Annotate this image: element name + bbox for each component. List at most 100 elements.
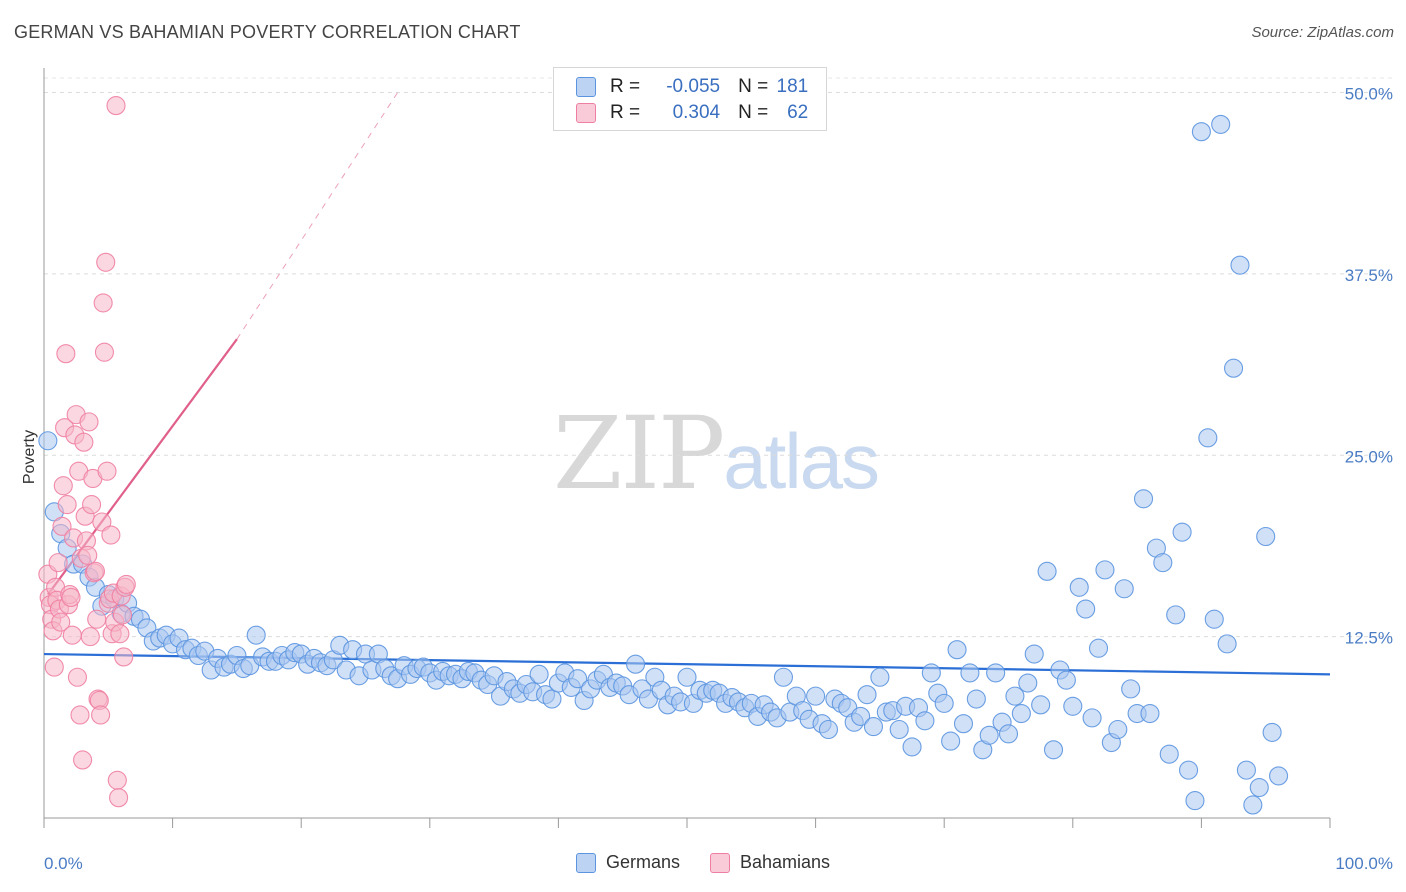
data-point-germans [863,717,884,737]
data-point-germans [1198,428,1218,448]
data-point-germans [960,663,980,683]
data-point-bahamians [70,705,90,725]
data-point-bahamians [82,495,102,515]
data-point-bahamians [73,750,93,770]
data-point-germans [1249,777,1269,798]
data-point-germans [1159,744,1179,764]
data-point-bahamians [93,293,113,313]
series-bahamians [38,96,136,808]
data-point-germans [1153,553,1173,573]
data-point-germans [1069,577,1089,597]
data-point-germans [889,719,909,740]
y-tick-label: 12.5% [1345,629,1393,648]
data-point-germans [1256,526,1276,547]
legend-row-germans: R = -0.055 N = 181 [576,75,808,99]
data-point-germans [902,737,922,757]
series-label-bahamians: Bahamians [739,852,831,872]
data-point-germans [1108,719,1128,740]
data-point-germans [1114,579,1134,599]
series-swatch-germans [575,852,596,873]
legend-swatch-germans [576,77,596,97]
data-point-germans [1191,122,1211,142]
data-point-bahamians [116,574,136,594]
data-point-germans [1005,686,1025,706]
series-legend-bahamians[interactable]: Bahamians [709,852,831,873]
data-point-bahamians [78,545,98,565]
data-point-germans [1224,358,1244,378]
data-point-bahamians [67,667,87,687]
data-point-bahamians [51,612,71,632]
y-tick-label: 50.0% [1345,85,1393,104]
data-point-germans [529,664,549,684]
data-point-germans [1172,522,1192,542]
data-point-bahamians [79,412,99,432]
data-point-bahamians [44,657,64,677]
y-axis-label: Poverty [21,430,38,484]
data-point-bahamians [56,344,76,364]
data-point-germans [568,669,588,689]
data-point-bahamians [110,624,130,644]
data-point-bahamians [114,647,134,667]
legend-swatch-bahamians [576,103,596,123]
data-point-germans [934,693,954,713]
data-point-bahamians [92,512,112,532]
data-point-germans [921,663,941,683]
legend-row-bahamians: R = 0.304 N = 62 [576,101,808,125]
data-point-germans [1185,791,1205,811]
data-point-germans [1011,703,1031,724]
x-tick-label-max: 100.0% [1335,854,1393,873]
data-point-germans [1082,708,1102,728]
series-label-germans: Germans [605,852,680,872]
data-point-bahamians [109,788,129,808]
data-point-bahamians [97,461,117,481]
data-point-bahamians [61,587,81,608]
data-point-bahamians [87,609,107,629]
data-point-bahamians [106,96,126,116]
data-point-germans [915,711,935,731]
legend-r-value: -0.055 [666,76,721,97]
data-point-germans [1031,695,1051,715]
data-point-germans [246,625,266,645]
data-point-germans [1121,679,1141,699]
legend-r-label: R = [610,76,641,97]
correlation-legend: R = -0.055 N = 181 R = 0.304 N = 62 [553,67,827,131]
data-point-germans [38,431,58,451]
data-point-germans [979,725,999,745]
data-point-germans [1024,644,1044,664]
data-point-germans [966,689,986,709]
data-point-germans [1217,634,1237,654]
trend-extension-bahamians [236,92,399,340]
data-point-germans [1133,489,1154,509]
y-tick-label: 37.5% [1345,266,1393,285]
data-point-germans [941,731,961,751]
data-point-bahamians [62,625,82,645]
data-point-germans [1178,760,1199,780]
data-point-germans [870,667,890,687]
data-point-bahamians [85,561,105,581]
data-point-germans [851,706,871,726]
data-point-germans [1269,766,1289,786]
legend-r-value: 0.304 [672,102,721,123]
data-point-germans [1211,114,1231,134]
data-point-germans [677,667,697,687]
data-point-germans [626,654,646,674]
series-legend-germans[interactable]: Germans [575,852,680,873]
data-point-germans [986,663,1006,683]
data-point-germans [1037,561,1057,581]
legend-n-label: N = [738,76,769,97]
data-point-germans [1236,760,1256,780]
legend-n-value: 62 [787,102,809,123]
data-point-germans [773,667,794,687]
data-point-bahamians [96,252,116,272]
legend-r-label: R = [610,102,641,123]
series-swatch-bahamians [709,852,730,873]
tick-labels: 12.5% 25.0% 37.5% 50.0% 0.0% 100.0% [44,85,1393,873]
data-point-germans [1095,560,1115,580]
series-legend: Germans Bahamians [0,852,1406,873]
data-point-germans [1088,638,1109,658]
watermark-zip: ZIP [553,395,725,512]
x-tick-label-min: 0.0% [44,854,83,873]
data-point-germans [857,685,877,705]
watermark: ZIPatlas [553,395,880,512]
data-point-germans [1056,670,1076,690]
